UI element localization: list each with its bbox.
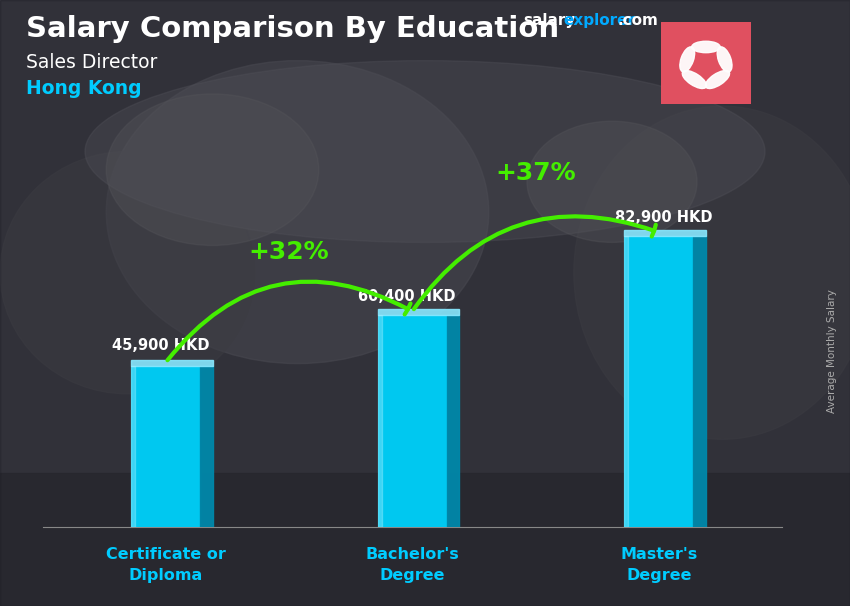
Circle shape <box>708 69 713 73</box>
Text: +32%: +32% <box>249 239 329 264</box>
Ellipse shape <box>85 61 765 242</box>
Text: salary: salary <box>523 13 575 28</box>
Circle shape <box>700 60 711 70</box>
Bar <box>377 308 459 315</box>
Circle shape <box>704 56 708 59</box>
Circle shape <box>699 69 704 73</box>
Bar <box>131 366 135 527</box>
Bar <box>131 366 201 527</box>
Text: 45,900 HKD: 45,900 HKD <box>111 338 209 353</box>
Circle shape <box>696 61 700 65</box>
Ellipse shape <box>527 121 697 242</box>
Ellipse shape <box>106 94 319 245</box>
Text: 60,400 HKD: 60,400 HKD <box>358 288 456 304</box>
Circle shape <box>711 61 716 65</box>
Ellipse shape <box>0 152 255 394</box>
Text: Salary Comparison By Education: Salary Comparison By Education <box>26 15 558 43</box>
Text: Average Monthly Salary: Average Monthly Salary <box>827 290 837 413</box>
Bar <box>377 315 447 527</box>
Text: Sales Director: Sales Director <box>26 53 157 72</box>
Bar <box>377 315 382 527</box>
Ellipse shape <box>574 106 850 439</box>
Text: Hong Kong: Hong Kong <box>26 79 141 98</box>
Text: .com: .com <box>618 13 659 28</box>
Bar <box>694 236 705 527</box>
Ellipse shape <box>692 41 720 53</box>
Ellipse shape <box>717 47 732 72</box>
Bar <box>131 359 212 366</box>
Ellipse shape <box>106 61 489 364</box>
Bar <box>0 473 850 606</box>
Bar <box>447 315 459 527</box>
Ellipse shape <box>683 70 706 88</box>
Bar <box>624 230 706 236</box>
Text: explorer: explorer <box>564 13 636 28</box>
Ellipse shape <box>680 47 694 72</box>
Bar <box>201 366 212 527</box>
Bar <box>624 236 694 527</box>
Text: +37%: +37% <box>496 161 575 185</box>
Bar <box>624 236 628 527</box>
Text: 82,900 HKD: 82,900 HKD <box>615 210 713 225</box>
Ellipse shape <box>706 70 729 88</box>
